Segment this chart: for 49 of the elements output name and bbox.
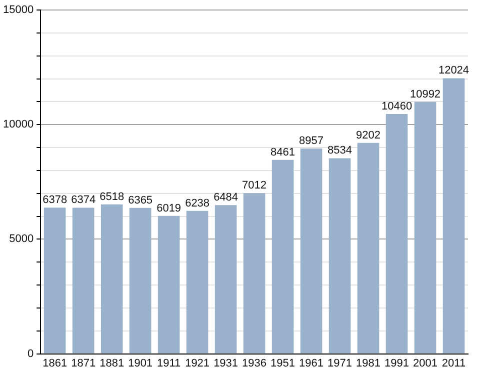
y-tick-label: 10000 bbox=[2, 118, 34, 131]
data-label: 6518 bbox=[100, 190, 124, 203]
bar bbox=[44, 208, 66, 354]
bar bbox=[300, 148, 322, 354]
data-label: 6238 bbox=[185, 197, 210, 210]
bar bbox=[129, 208, 152, 354]
x-tick-label: 1911 bbox=[156, 357, 181, 370]
x-tick-label: 1936 bbox=[242, 357, 267, 370]
bar bbox=[243, 193, 266, 354]
x-tick-label: 1871 bbox=[71, 357, 96, 370]
bar bbox=[414, 102, 436, 354]
y-tick-label: 15000 bbox=[2, 4, 34, 16]
data-label: 6484 bbox=[214, 192, 238, 204]
x-tick-label: 2011 bbox=[442, 357, 466, 370]
y-tick-label: 0 bbox=[27, 348, 34, 360]
data-label: 8957 bbox=[299, 135, 324, 148]
bar bbox=[272, 160, 294, 354]
x-tick-label: 1961 bbox=[299, 357, 324, 370]
data-label: 10992 bbox=[410, 88, 441, 100]
data-label: 6019 bbox=[156, 202, 182, 214]
data-label: 6365 bbox=[128, 194, 153, 206]
bar bbox=[386, 114, 408, 354]
bar bbox=[357, 142, 380, 354]
data-label: 6378 bbox=[42, 194, 68, 206]
x-tick-label: 1971 bbox=[328, 357, 352, 370]
x-tick-label: 1901 bbox=[128, 357, 153, 370]
x-tick-label: 1981 bbox=[356, 357, 381, 370]
x-tick-label: 1881 bbox=[100, 357, 124, 370]
bar bbox=[328, 158, 351, 354]
x-tick-label: 2001 bbox=[413, 357, 438, 370]
x-tick-label: 1991 bbox=[384, 357, 410, 370]
data-label: 7012 bbox=[242, 180, 267, 192]
bar bbox=[186, 210, 208, 354]
bar bbox=[214, 205, 237, 354]
x-tick-label: 1921 bbox=[185, 357, 210, 370]
bar bbox=[158, 216, 180, 354]
x-tick-label: 1861 bbox=[42, 357, 68, 370]
data-label: 12024 bbox=[438, 64, 470, 77]
data-label: 9202 bbox=[356, 129, 381, 142]
bar bbox=[442, 78, 465, 354]
bar bbox=[72, 208, 94, 354]
data-label: 6374 bbox=[71, 194, 96, 206]
data-label: 8534 bbox=[328, 144, 352, 157]
x-tick-label: 1951 bbox=[270, 357, 296, 370]
x-tick-label: 1931 bbox=[214, 357, 238, 370]
y-tick-label: 5000 bbox=[9, 233, 34, 246]
bar bbox=[100, 204, 123, 354]
data-label: 10460 bbox=[381, 100, 412, 113]
data-label: 8461 bbox=[270, 146, 296, 158]
